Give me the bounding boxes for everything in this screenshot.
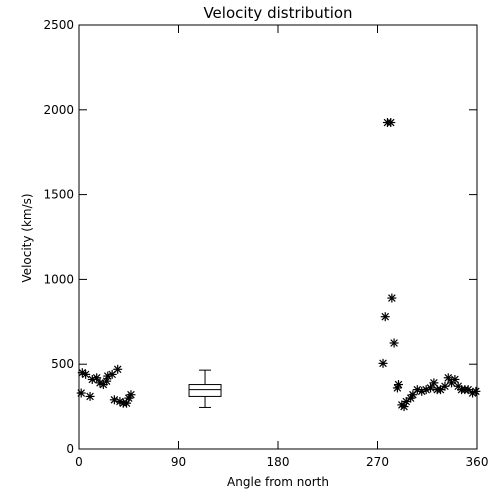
boxplot: [188, 369, 222, 408]
asterisk-stroke: [388, 294, 396, 302]
data-point: [92, 373, 102, 383]
y-tick-label: 2500: [43, 18, 74, 32]
asterisk-stroke: [451, 375, 459, 384]
y-tick-label: 2000: [43, 103, 74, 117]
asterisk-stroke: [381, 312, 390, 321]
axis-ticks: 0 90 180 270 360 0 500 1000 1500 2000 2500: [43, 18, 488, 469]
asterisk-stroke: [86, 392, 94, 401]
asterisk-stroke: [386, 118, 395, 127]
data-point: [387, 293, 397, 303]
data-point: [436, 385, 446, 395]
asterisk-stroke: [77, 389, 86, 397]
asterisk-stroke: [413, 385, 422, 394]
chart-title: Velocity distribution: [203, 4, 352, 22]
boxplot-box: [188, 384, 222, 397]
data-point: [378, 358, 388, 368]
data-point: [429, 378, 439, 388]
asterisk-stroke: [110, 396, 119, 404]
y-tick-label: 1000: [43, 272, 74, 286]
asterisk-stroke: [78, 368, 87, 377]
x-tick-label: 360: [466, 455, 489, 469]
x-tick-label: 90: [171, 455, 186, 469]
data-point: [394, 380, 404, 390]
data-point: [386, 118, 396, 128]
x-axis-label: Angle from north: [227, 475, 329, 489]
asterisk-stroke: [113, 365, 122, 374]
data-point: [126, 390, 136, 400]
asterisk-stroke: [430, 379, 438, 387]
data-point: [450, 374, 460, 384]
x-tick-label: 180: [267, 455, 290, 469]
asterisk-stroke: [464, 385, 472, 394]
y-tick-label: 1500: [43, 188, 74, 202]
y-axis-label: Velocity (km/s): [20, 193, 34, 282]
data-point: [113, 364, 123, 374]
y-tick-label: 0: [66, 442, 74, 456]
data-point: [380, 312, 390, 322]
asterisk-stroke: [436, 385, 445, 394]
asterisk-stroke: [390, 339, 398, 347]
data-point: [389, 338, 399, 348]
data-point: [76, 388, 86, 398]
asterisk-stroke: [379, 359, 387, 368]
asterisk-stroke: [444, 373, 453, 382]
data-point: [471, 386, 481, 396]
x-tick-label: 270: [366, 455, 389, 469]
x-tick-label: 0: [75, 455, 83, 469]
asterisk-stroke: [127, 390, 135, 399]
asterisk-stroke: [441, 382, 449, 391]
data-points: [76, 118, 481, 412]
asterisk-stroke: [116, 397, 124, 406]
data-point: [85, 391, 95, 401]
data-point: [440, 381, 450, 391]
asterisk-stroke: [426, 384, 435, 392]
asterisk-stroke: [102, 377, 111, 385]
asterisk-stroke: [402, 397, 411, 406]
y-tick-label: 500: [51, 357, 74, 371]
asterisk-stroke: [81, 370, 90, 379]
asterisk-stroke: [394, 380, 403, 389]
data-point: [81, 369, 91, 379]
asterisk-stroke: [92, 373, 101, 382]
asterisk-stroke: [472, 387, 480, 396]
